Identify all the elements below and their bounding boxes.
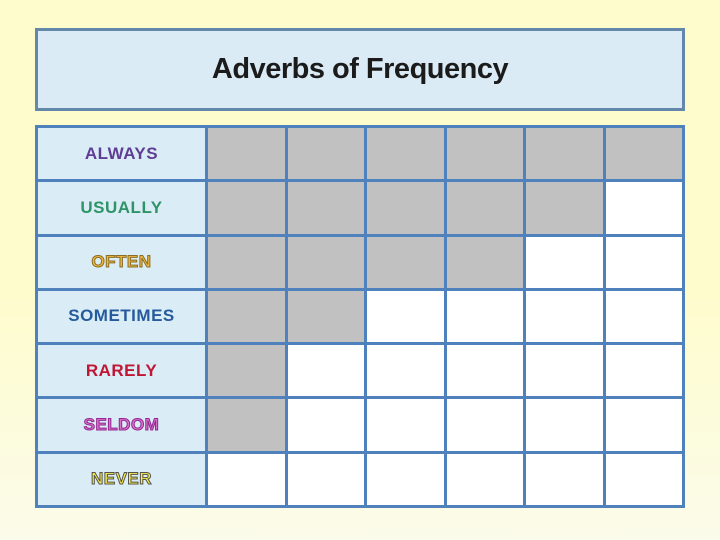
row-label-text-usually: USUALLY: [80, 197, 163, 217]
frequency-cell-often-4-filled: [446, 236, 523, 288]
frequency-cell-rarely-1-filled: [208, 345, 285, 397]
frequency-cell-seldom-3-empty: [367, 399, 444, 451]
frequency-cell-always-6-filled: [605, 128, 682, 180]
page-title: Adverbs of Frequency: [211, 53, 509, 85]
frequency-cell-seldom-6-empty: [605, 399, 682, 451]
frequency-cell-sometimes-6-empty: [605, 290, 682, 343]
row-label-cell-sometimes: SOMETIMES: [38, 290, 205, 343]
row-label-cell-often: OFTEN: [38, 236, 205, 288]
frequency-cell-rarely-4-empty: [446, 345, 523, 397]
frequency-cell-always-2-filled: [287, 128, 364, 180]
frequency-cell-never-2-empty: [287, 453, 364, 505]
frequency-cell-often-3-filled: [367, 236, 444, 288]
frequency-cell-seldom-1-filled: [208, 399, 285, 451]
frequency-cell-usually-5-filled: [526, 182, 603, 234]
row-label-cell-seldom: SELDOM: [38, 399, 205, 451]
frequency-cell-seldom-5-empty: [526, 399, 603, 451]
frequency-cell-always-3-filled: [367, 128, 444, 180]
frequency-table: ALWAYS USUALLY OFTEN SOMETIMES RARELY SELDOM N…: [35, 125, 685, 508]
frequency-cell-never-1-empty: [208, 453, 285, 505]
row-label-cell-always: ALWAYS: [38, 128, 205, 180]
frequency-cell-always-1-filled: [208, 128, 285, 180]
frequency-cell-usually-3-filled: [367, 182, 444, 234]
row-label-text-rarely: RARELY: [85, 360, 158, 380]
row-label-text-often: OFTEN: [91, 252, 152, 272]
frequency-cell-usually-2-filled: [287, 182, 364, 234]
frequency-cell-rarely-2-empty: [287, 345, 364, 397]
frequency-cell-sometimes-1-filled: [208, 290, 285, 343]
frequency-cell-often-5-empty: [526, 236, 603, 288]
frequency-cell-rarely-6-empty: [605, 345, 682, 397]
frequency-cell-usually-6-empty: [605, 182, 682, 234]
row-label-cell-rarely: RARELY: [38, 345, 205, 397]
frequency-cell-often-1-filled: [208, 236, 285, 288]
frequency-cell-never-3-empty: [367, 453, 444, 505]
row-label-text-always: ALWAYS: [84, 143, 159, 163]
frequency-cell-rarely-5-empty: [526, 345, 603, 397]
row-label-cell-never: NEVER: [38, 453, 205, 505]
frequency-cell-usually-1-filled: [208, 182, 285, 234]
frequency-cell-sometimes-5-empty: [526, 290, 603, 343]
frequency-cell-never-6-empty: [605, 453, 682, 505]
row-label-cell-usually: USUALLY: [38, 182, 205, 234]
title-box: Adverbs of Frequency: [35, 28, 685, 111]
frequency-cell-always-5-filled: [526, 128, 603, 180]
frequency-cell-always-4-filled: [446, 128, 523, 180]
frequency-cell-usually-4-filled: [446, 182, 523, 234]
frequency-cell-often-6-empty: [605, 236, 682, 288]
row-label-text-seldom: SELDOM: [83, 415, 160, 435]
frequency-cell-sometimes-2-filled: [287, 290, 364, 343]
row-label-text-sometimes: SOMETIMES: [68, 306, 175, 326]
frequency-cell-rarely-3-empty: [367, 345, 444, 397]
frequency-cell-never-4-empty: [446, 453, 523, 505]
frequency-cell-seldom-4-empty: [446, 399, 523, 451]
frequency-cell-often-2-filled: [287, 236, 364, 288]
row-label-text-never: NEVER: [90, 469, 153, 489]
frequency-cell-seldom-2-empty: [287, 399, 364, 451]
frequency-cell-sometimes-4-empty: [446, 290, 523, 343]
frequency-cell-never-5-empty: [526, 453, 603, 505]
frequency-cell-sometimes-3-empty: [367, 290, 444, 343]
